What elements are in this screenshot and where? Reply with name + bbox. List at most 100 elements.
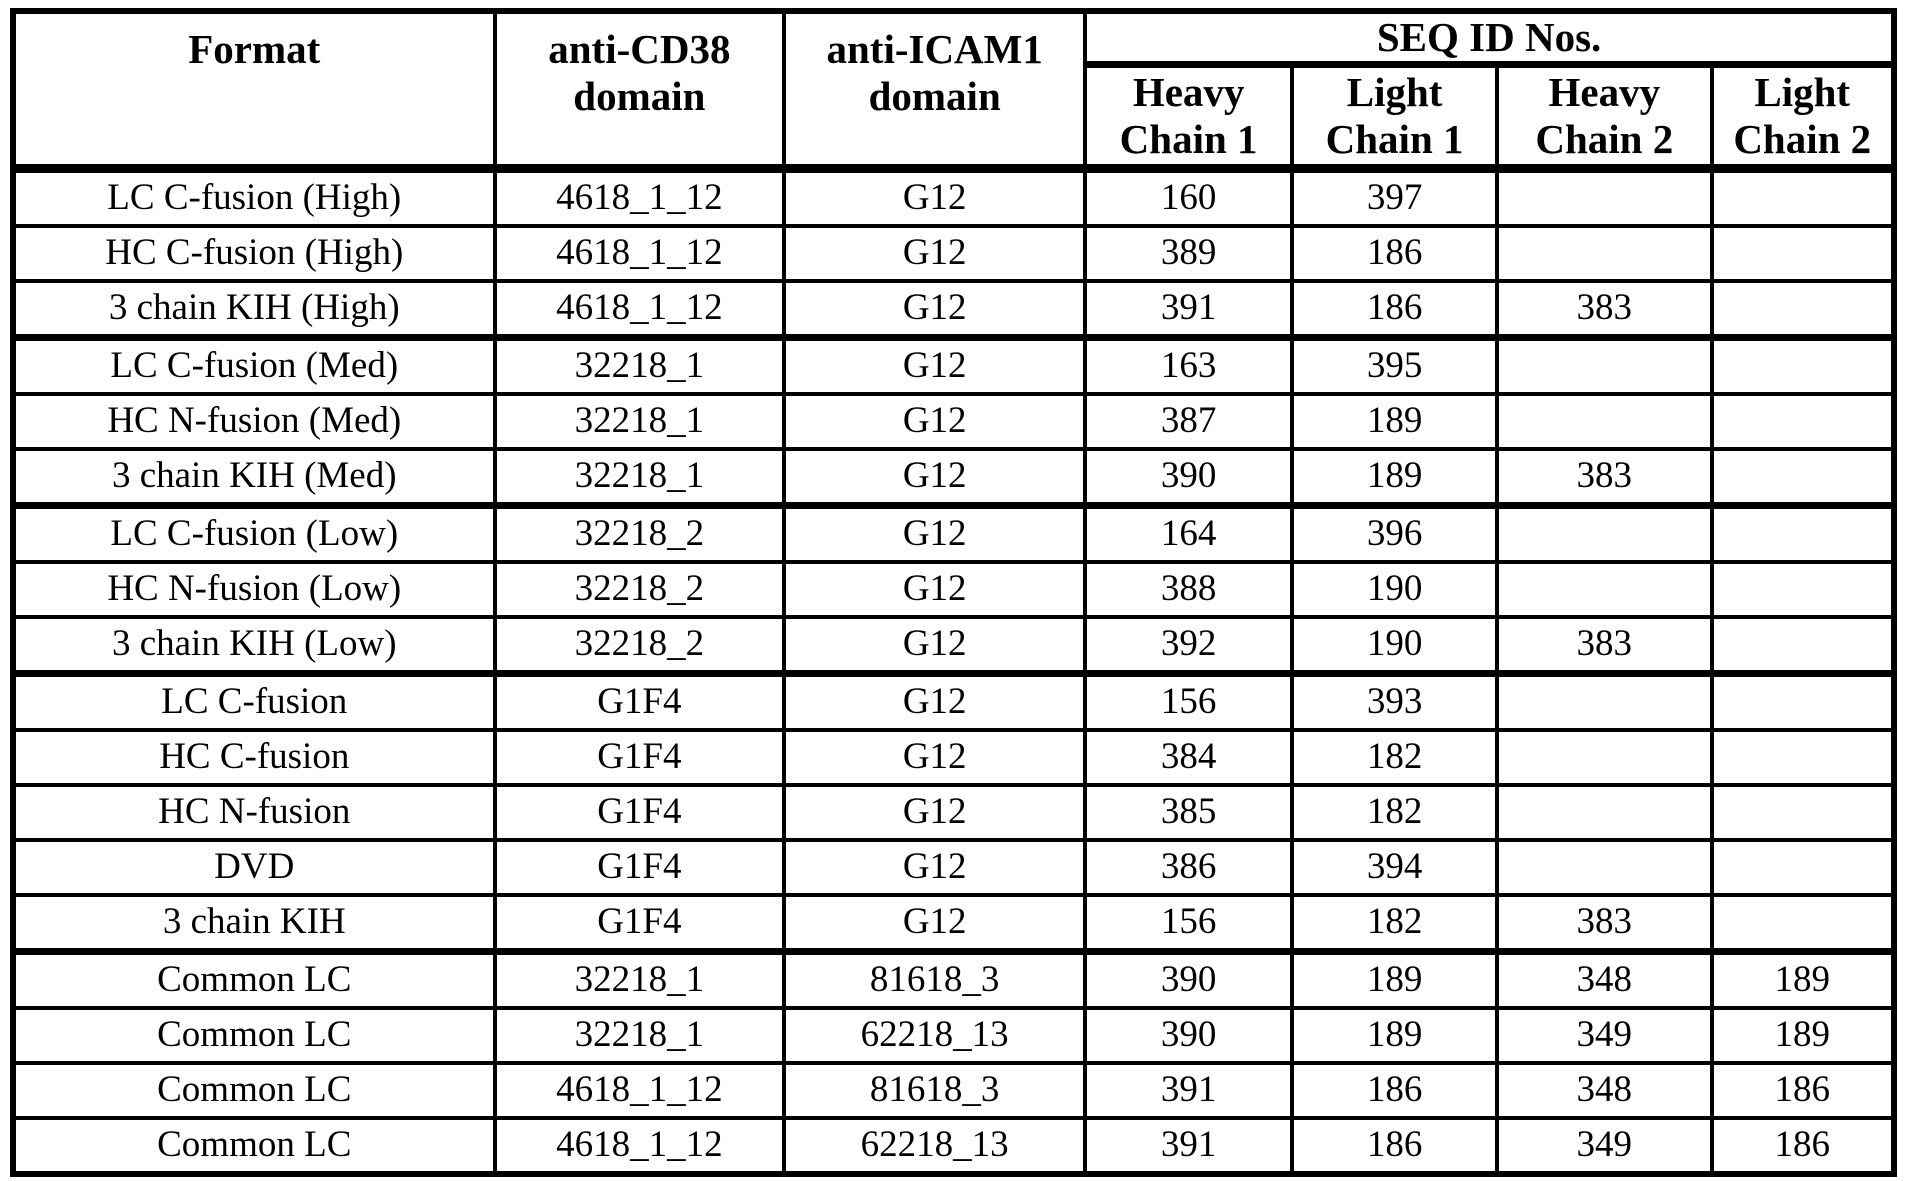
cell-hc1: 163 <box>1083 335 1295 397</box>
cell-hc1: 387 <box>1083 392 1295 452</box>
cell-icam1: G12 <box>782 392 1088 452</box>
cell-format: 3 chain KIH (Low) <box>11 615 497 678</box>
cell-format: 3 chain KIH <box>11 893 497 956</box>
cell-lc1: 394 <box>1290 838 1500 898</box>
cell-lc1: 189 <box>1290 447 1500 510</box>
cell-lc2 <box>1709 838 1896 898</box>
cell-hc2: 348 <box>1495 949 1714 1011</box>
cell-hc1: 391 <box>1083 279 1295 342</box>
cell-hc1: 385 <box>1083 783 1295 843</box>
cell-cd38: 4618_1_12 <box>492 1061 787 1121</box>
cell-lc1: 182 <box>1290 728 1500 788</box>
cell-hc1: 164 <box>1083 503 1295 565</box>
table-row: HC N-fusion (Med) 32218_1 G12 387 189 <box>11 392 1896 452</box>
cell-lc1: 186 <box>1290 1061 1500 1121</box>
column-header-heavy-chain-2: Heavy Chain 2 <box>1495 62 1714 174</box>
table-header: Format anti-CD38 domain anti-ICAM1 domai… <box>11 9 1896 174</box>
cell-lc2 <box>1709 503 1896 565</box>
cell-lc1: 189 <box>1290 392 1500 452</box>
cell-lc2: 186 <box>1709 1116 1896 1177</box>
table-row: LC C-fusion G1F4 G12 156 393 <box>11 671 1896 733</box>
table-row: 3 chain KIH (High) 4618_1_12 G12 391 186 383 <box>11 279 1896 342</box>
cell-lc2 <box>1709 166 1896 229</box>
cell-hc1: 386 <box>1083 838 1295 898</box>
cell-hc2 <box>1495 503 1714 565</box>
cell-format: LC C-fusion <box>11 671 497 733</box>
cell-lc2: 186 <box>1709 1061 1896 1121</box>
cell-cd38: 32218_1 <box>492 447 787 510</box>
cell-hc1: 156 <box>1083 671 1295 733</box>
cell-hc2: 383 <box>1495 893 1714 956</box>
table-row: Common LC 32218_1 81618_3 390 189 348 189 <box>11 949 1896 1011</box>
table-row: DVD G1F4 G12 386 394 <box>11 838 1896 898</box>
table-row: 3 chain KIH (Med) 32218_1 G12 390 189 383 <box>11 447 1896 510</box>
cell-format: DVD <box>11 838 497 898</box>
cell-hc1: 156 <box>1083 893 1295 956</box>
cell-hc1: 390 <box>1083 447 1295 510</box>
cell-icam1: G12 <box>782 615 1088 678</box>
cell-hc2 <box>1495 392 1714 452</box>
cell-lc2 <box>1709 279 1896 342</box>
cell-hc2: 383 <box>1495 615 1714 678</box>
cell-hc1: 384 <box>1083 728 1295 788</box>
cell-lc2 <box>1709 671 1896 733</box>
cell-icam1: G12 <box>782 335 1088 397</box>
cell-icam1: G12 <box>782 893 1088 956</box>
cell-icam1: 62218_13 <box>782 1006 1088 1066</box>
cell-icam1: G12 <box>782 671 1088 733</box>
cell-lc1: 393 <box>1290 671 1500 733</box>
cell-icam1: G12 <box>782 728 1088 788</box>
table-row: 3 chain KIH G1F4 G12 156 182 383 <box>11 893 1896 956</box>
cell-lc2 <box>1709 560 1896 620</box>
cell-lc1: 186 <box>1290 279 1500 342</box>
cell-cd38: 32218_1 <box>492 335 787 397</box>
cell-format: 3 chain KIH (Med) <box>11 447 497 510</box>
cell-hc1: 390 <box>1083 1006 1295 1066</box>
cell-cd38: 4618_1_12 <box>492 166 787 229</box>
column-header-heavy-chain-1: Heavy Chain 1 <box>1083 62 1295 174</box>
cell-icam1: G12 <box>782 783 1088 843</box>
cell-cd38: 32218_1 <box>492 949 787 1011</box>
cell-hc1: 391 <box>1083 1061 1295 1121</box>
cell-icam1: G12 <box>782 560 1088 620</box>
cell-lc2: 189 <box>1709 1006 1896 1066</box>
cell-hc2 <box>1495 783 1714 843</box>
table-row: LC C-fusion (High) 4618_1_12 G12 160 397 <box>11 166 1896 229</box>
table-row: HC C-fusion (High) 4618_1_12 G12 389 186 <box>11 224 1896 284</box>
table-row: LC C-fusion (Low) 32218_2 G12 164 396 <box>11 503 1896 565</box>
cell-cd38: G1F4 <box>492 728 787 788</box>
cell-lc1: 189 <box>1290 949 1500 1011</box>
cell-cd38: 32218_1 <box>492 392 787 452</box>
table-row: Common LC 4618_1_12 62218_13 391 186 349 186 <box>11 1116 1896 1177</box>
cell-hc2 <box>1495 224 1714 284</box>
cell-icam1: G12 <box>782 279 1088 342</box>
cell-format: Common LC <box>11 1061 497 1121</box>
cell-lc2 <box>1709 728 1896 788</box>
cell-lc1: 182 <box>1290 893 1500 956</box>
column-header-anti-cd38-domain: anti-CD38 domain <box>492 9 787 174</box>
table-row: LC C-fusion (Med) 32218_1 G12 163 395 <box>11 335 1896 397</box>
cell-lc1: 397 <box>1290 166 1500 229</box>
seq-id-table: Format anti-CD38 domain anti-ICAM1 domai… <box>10 8 1897 1178</box>
table-body: LC C-fusion (High) 4618_1_12 G12 160 397 HC C… <box>11 166 1896 1177</box>
cell-cd38: G1F4 <box>492 838 787 898</box>
cell-hc2: 383 <box>1495 279 1714 342</box>
cell-hc2 <box>1495 560 1714 620</box>
cell-lc2: 189 <box>1709 949 1896 1011</box>
table-row: HC N-fusion (Low) 32218_2 G12 388 190 <box>11 560 1896 620</box>
cell-lc2 <box>1709 392 1896 452</box>
cell-format: LC C-fusion (Low) <box>11 503 497 565</box>
column-header-light-chain-1: Light Chain 1 <box>1290 62 1500 174</box>
cell-format: 3 chain KIH (High) <box>11 279 497 342</box>
cell-format: Common LC <box>11 1116 497 1177</box>
column-header-light-chain-2: Light Chain 2 <box>1709 62 1896 174</box>
cell-hc2: 349 <box>1495 1116 1714 1177</box>
cell-format: HC N-fusion (Med) <box>11 392 497 452</box>
cell-lc1: 190 <box>1290 560 1500 620</box>
cell-icam1: 81618_3 <box>782 1061 1088 1121</box>
cell-cd38: 32218_2 <box>492 503 787 565</box>
column-header-format: Format <box>11 9 497 174</box>
cell-format: LC C-fusion (High) <box>11 166 497 229</box>
table-row: HC C-fusion G1F4 G12 384 182 <box>11 728 1896 788</box>
